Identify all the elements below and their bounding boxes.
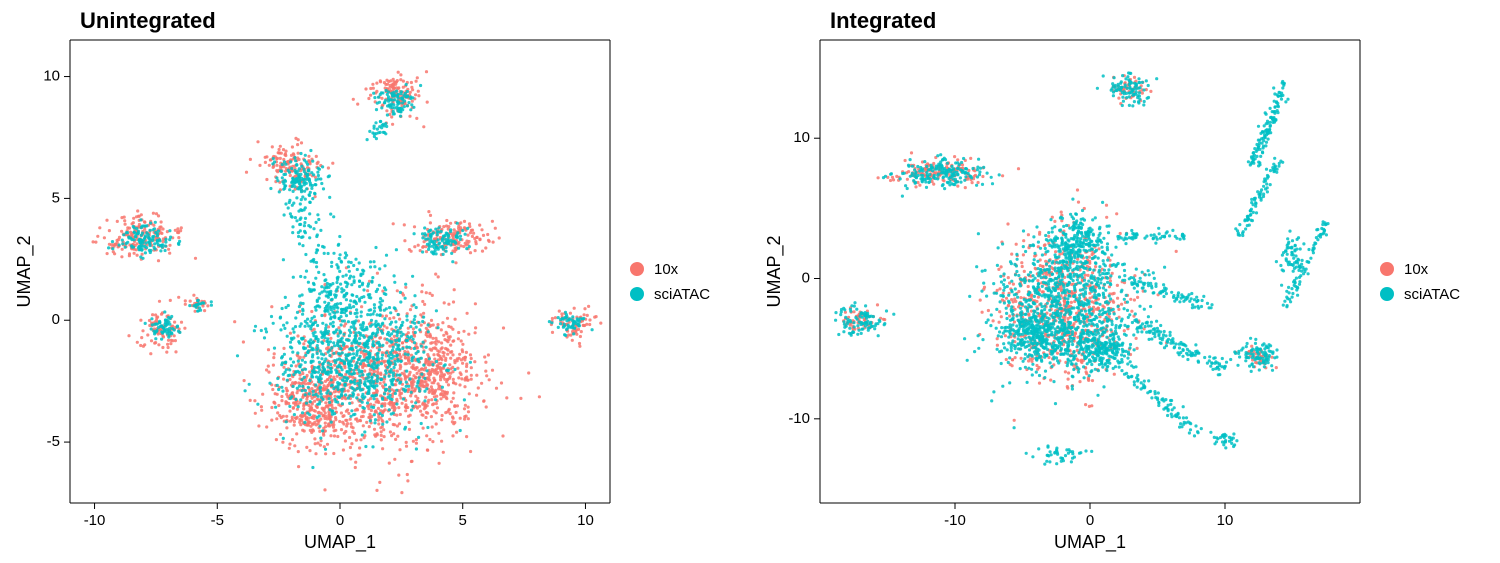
svg-text:UMAP_1: UMAP_1 xyxy=(304,532,376,553)
legend-item-10x: 10x xyxy=(630,261,750,278)
legend-unintegrated: 10x sciATAC xyxy=(620,0,750,563)
legend-swatch-10x xyxy=(1380,262,1394,276)
legend-item-10x: 10x xyxy=(1380,261,1500,278)
svg-unintegrated: -10 -5 0 5 10 -5 0 5 10 UMAP_1 UMAP_2 xyxy=(0,0,620,563)
legend-integrated: 10x sciATAC xyxy=(1370,0,1500,563)
legend-label-10x: 10x xyxy=(1404,261,1428,278)
points xyxy=(834,71,1330,465)
panel-unintegrated: Unintegrated -10-50510-50510UMAP_1UMAP_2… xyxy=(0,0,750,563)
svg-text:-5: -5 xyxy=(47,433,60,450)
svg-text:5: 5 xyxy=(459,512,467,529)
svg-text:0: 0 xyxy=(52,311,60,328)
panel-integrated: Integrated -10010-10010UMAP_1UMAP_2 10x s… xyxy=(750,0,1500,563)
svg-text:5: 5 xyxy=(52,189,60,206)
plot-integrated: Integrated -10010-10010UMAP_1UMAP_2 xyxy=(750,0,1370,563)
svg-text:UMAP_2: UMAP_2 xyxy=(14,235,35,307)
legend-label-sciATAC: sciATAC xyxy=(1404,286,1460,303)
plot-unintegrated: Unintegrated -10-50510-50510UMAP_1UMAP_2 xyxy=(0,0,620,563)
legend-item-sciATAC: sciATAC xyxy=(630,286,750,303)
svg-text:-10: -10 xyxy=(84,512,106,529)
svg-text:0: 0 xyxy=(336,512,344,529)
svg-text:-5: -5 xyxy=(211,512,224,529)
svg-text:10: 10 xyxy=(43,68,60,85)
legend-swatch-sciATAC xyxy=(1380,287,1394,301)
legend-label-sciATAC: sciATAC xyxy=(654,286,710,303)
points xyxy=(92,70,603,494)
legend-swatch-sciATAC xyxy=(630,287,644,301)
svg-integrated: -10010-10010UMAP_1UMAP_2 xyxy=(750,0,1370,563)
legend-item-sciATAC: sciATAC xyxy=(1380,286,1500,303)
legend-swatch-10x xyxy=(630,262,644,276)
legend-label-10x: 10x xyxy=(654,261,678,278)
svg-text:10: 10 xyxy=(577,512,594,529)
